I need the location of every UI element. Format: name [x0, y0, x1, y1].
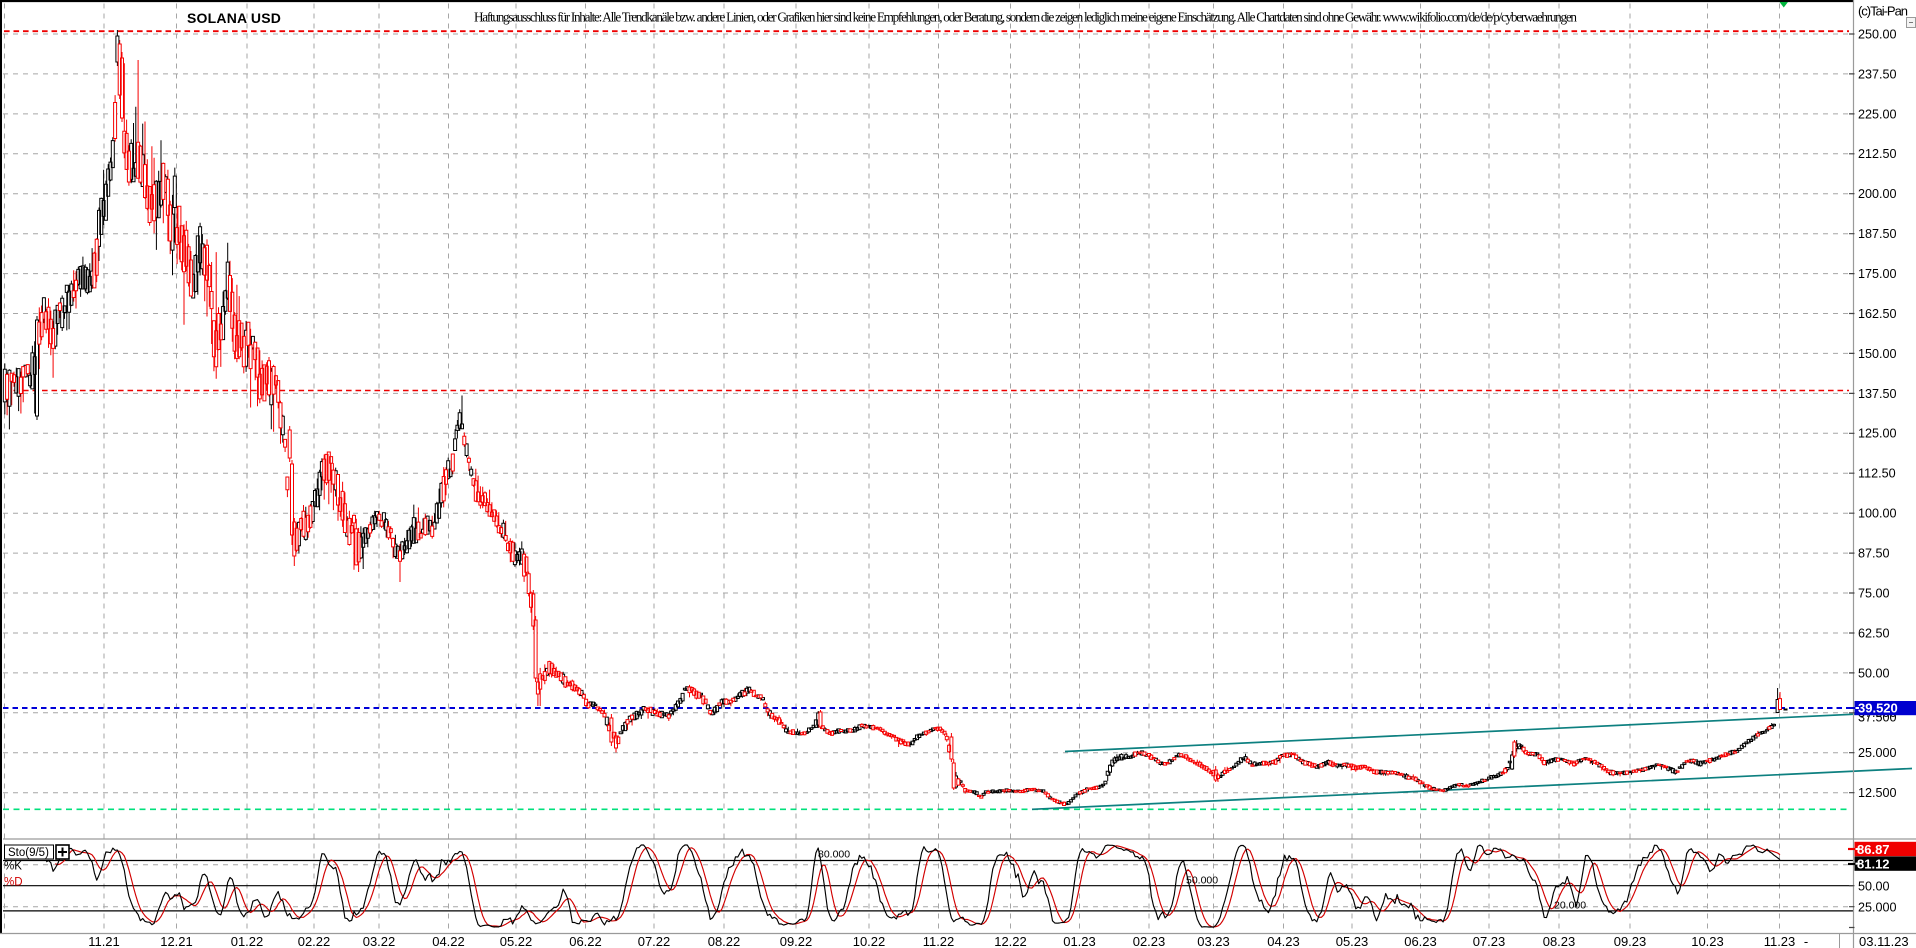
svg-text:81.12: 81.12 [1857, 856, 1890, 871]
svg-text:07.23: 07.23 [1473, 934, 1506, 948]
svg-text:75.00: 75.00 [1858, 586, 1890, 600]
svg-text:SOLANA USD: SOLANA USD [187, 10, 281, 26]
svg-text:250.00: 250.00 [1858, 27, 1897, 41]
svg-text:10.23: 10.23 [1691, 934, 1724, 948]
svg-text:%D: %D [4, 877, 23, 889]
svg-text:80.000: 80.000 [818, 849, 850, 861]
svg-text:02.23: 02.23 [1133, 934, 1166, 948]
svg-text:09.22: 09.22 [780, 934, 813, 948]
svg-text:125.00: 125.00 [1858, 427, 1897, 441]
svg-text:12.21: 12.21 [160, 934, 193, 948]
svg-text:50.000: 50.000 [1186, 875, 1218, 887]
svg-text:150.00: 150.00 [1858, 347, 1897, 361]
svg-text:01.23: 01.23 [1063, 934, 1096, 948]
svg-text:09.23: 09.23 [1614, 934, 1647, 948]
svg-text:25.000: 25.000 [1858, 900, 1897, 914]
svg-text:01.22: 01.22 [231, 934, 264, 948]
svg-text:112.50: 112.50 [1858, 467, 1896, 481]
svg-text:100.00: 100.00 [1858, 507, 1897, 521]
svg-text:137.50: 137.50 [1858, 387, 1897, 401]
svg-text:11.23: 11.23 [1764, 934, 1796, 948]
svg-text:02.22: 02.22 [298, 934, 331, 948]
svg-text:06.23: 06.23 [1404, 934, 1437, 948]
svg-text:212.50: 212.50 [1858, 147, 1897, 161]
svg-text:08.22: 08.22 [708, 934, 741, 948]
svg-text:25.000: 25.000 [1858, 746, 1897, 760]
svg-text:04.22: 04.22 [432, 934, 465, 948]
svg-text:(c)Tai-Pan: (c)Tai-Pan [1858, 4, 1908, 19]
svg-text:05.23: 05.23 [1336, 934, 1369, 948]
svg-text:50.00: 50.00 [1858, 666, 1890, 680]
svg-text:187.50: 187.50 [1858, 227, 1897, 241]
svg-text:237.50: 237.50 [1858, 67, 1897, 81]
svg-text:05.22: 05.22 [500, 934, 533, 948]
svg-text:-: - [1804, 934, 1808, 948]
svg-text:03.11.23: 03.11.23 [1859, 934, 1909, 948]
svg-text:03.23: 03.23 [1197, 934, 1230, 948]
svg-text:11.22: 11.22 [923, 934, 955, 948]
svg-text:%K: %K [4, 861, 22, 873]
svg-text:04.23: 04.23 [1267, 934, 1300, 948]
svg-text:200.00: 200.00 [1858, 187, 1897, 201]
svg-text:175.00: 175.00 [1858, 267, 1897, 281]
svg-text:162.50: 162.50 [1858, 307, 1897, 321]
svg-text:12.500: 12.500 [1858, 786, 1897, 800]
svg-text:03.22: 03.22 [363, 934, 396, 948]
svg-text:87.50: 87.50 [1858, 547, 1890, 561]
svg-text:20.000: 20.000 [1554, 900, 1586, 912]
svg-text:50.00: 50.00 [1858, 879, 1890, 893]
svg-text:07.22: 07.22 [638, 934, 671, 948]
svg-text:86.87: 86.87 [1857, 842, 1890, 857]
svg-text:06.22: 06.22 [569, 934, 602, 948]
svg-text:39.520: 39.520 [1858, 701, 1898, 716]
svg-text:11.21: 11.21 [88, 934, 120, 948]
svg-text:10.22: 10.22 [853, 934, 886, 948]
svg-text:62.50: 62.50 [1858, 626, 1890, 640]
svg-text:12.22: 12.22 [994, 934, 1027, 948]
svg-text:Haftungsausschluss für Inhalte: Haftungsausschluss für Inhalte: Alle Tre… [474, 10, 1577, 25]
svg-text:Sto(9/5): Sto(9/5) [8, 847, 49, 859]
svg-text:225.00: 225.00 [1858, 107, 1897, 121]
svg-text:08.23: 08.23 [1543, 934, 1576, 948]
